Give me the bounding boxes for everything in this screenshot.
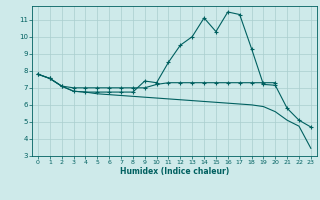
X-axis label: Humidex (Indice chaleur): Humidex (Indice chaleur) [120,167,229,176]
